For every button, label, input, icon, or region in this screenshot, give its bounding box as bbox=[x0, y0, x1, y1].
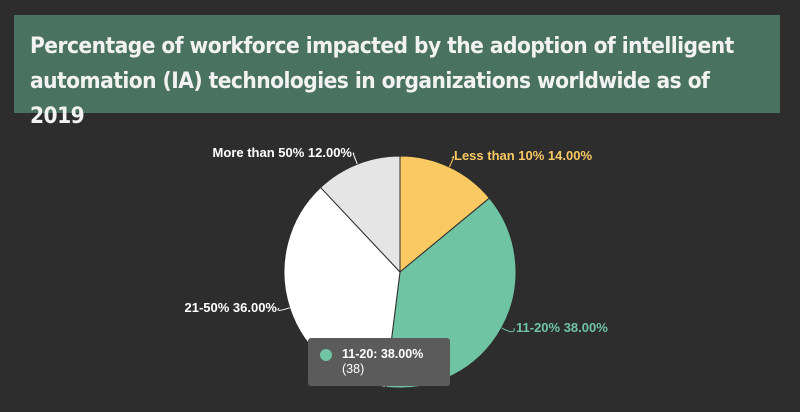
leader-line bbox=[277, 307, 290, 311]
pie-slice-more-than-50[interactable] bbox=[319, 155, 401, 274]
tooltip-color-dot bbox=[320, 349, 332, 361]
leader-line bbox=[448, 156, 455, 168]
tooltip-value: 11-20: 38.00% bbox=[342, 347, 424, 361]
chart-tooltip: 11-20: 38.00% (38) bbox=[308, 338, 450, 386]
slice-label: 21-50% 36.00% bbox=[184, 300, 277, 315]
pie-slices bbox=[283, 155, 517, 389]
leader-line bbox=[501, 327, 515, 333]
tooltip-count: (38) bbox=[342, 362, 365, 376]
slice-label: 11-20% 38.00% bbox=[516, 320, 608, 335]
slice-label: Less than 10% 14.00% bbox=[454, 148, 592, 163]
slice-labels: Less than 10% 14.00% 11-20% 38.00% 21-50% … bbox=[184, 145, 608, 335]
pie-slice-less-than-10[interactable] bbox=[399, 155, 491, 274]
leader-line bbox=[352, 152, 358, 165]
title-banner: Percentage of workforce impacted by the … bbox=[14, 15, 780, 129]
chart-title: Percentage of workforce impacted by the … bbox=[30, 33, 734, 129]
leader-lines bbox=[277, 152, 515, 333]
slice-label: More than 50% 12.00% bbox=[213, 145, 353, 160]
